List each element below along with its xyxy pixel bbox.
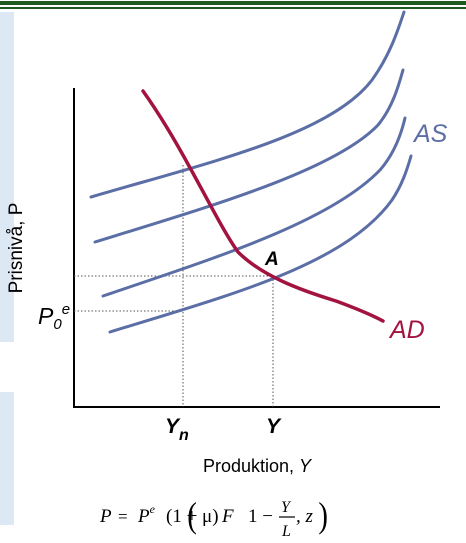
y-axis-label: Prisnivå, P: [6, 203, 27, 294]
as-label: AS: [412, 120, 448, 148]
top-border: [0, 0, 466, 10]
formula-one-minus: 1 −: [248, 506, 273, 527]
yn-tick-label: Yn: [165, 415, 189, 444]
top-border-thick-line: [0, 1, 466, 5]
ad-label: AD: [388, 316, 425, 344]
y-tick-label: Y: [266, 415, 282, 438]
as-curve-4: [108, 154, 413, 334]
left-side-panel: [0, 12, 14, 525]
formula-right-paren: ): [318, 496, 328, 536]
as-curve-3: [101, 116, 407, 298]
ad-curve: [141, 89, 385, 323]
formula-equals: =: [118, 507, 128, 526]
formula-denominator: L: [281, 523, 291, 540]
formula-markup-factor: (1 + μ): [166, 506, 219, 527]
x-axis-label: Produktion, Y: [203, 456, 313, 476]
p0e-label: P0e: [38, 301, 70, 333]
formula-numerator: Y: [281, 499, 292, 516]
as-curve-1: [89, 10, 406, 199]
formula-function: F: [221, 506, 234, 527]
formula-pe: Pe: [137, 502, 156, 527]
formula-left-paren: (: [187, 496, 197, 536]
point-a-label: A: [264, 249, 279, 270]
formula-comma-z: , z: [296, 506, 314, 527]
side-panel-gap: [0, 342, 14, 392]
formula-lhs: P: [99, 506, 112, 527]
top-border-thin-line: [0, 7, 466, 9]
as-curve-2: [93, 68, 405, 244]
price-setting-formula: P = Pe (1 + μ) F ( 1 − Y L , z ): [99, 496, 328, 540]
